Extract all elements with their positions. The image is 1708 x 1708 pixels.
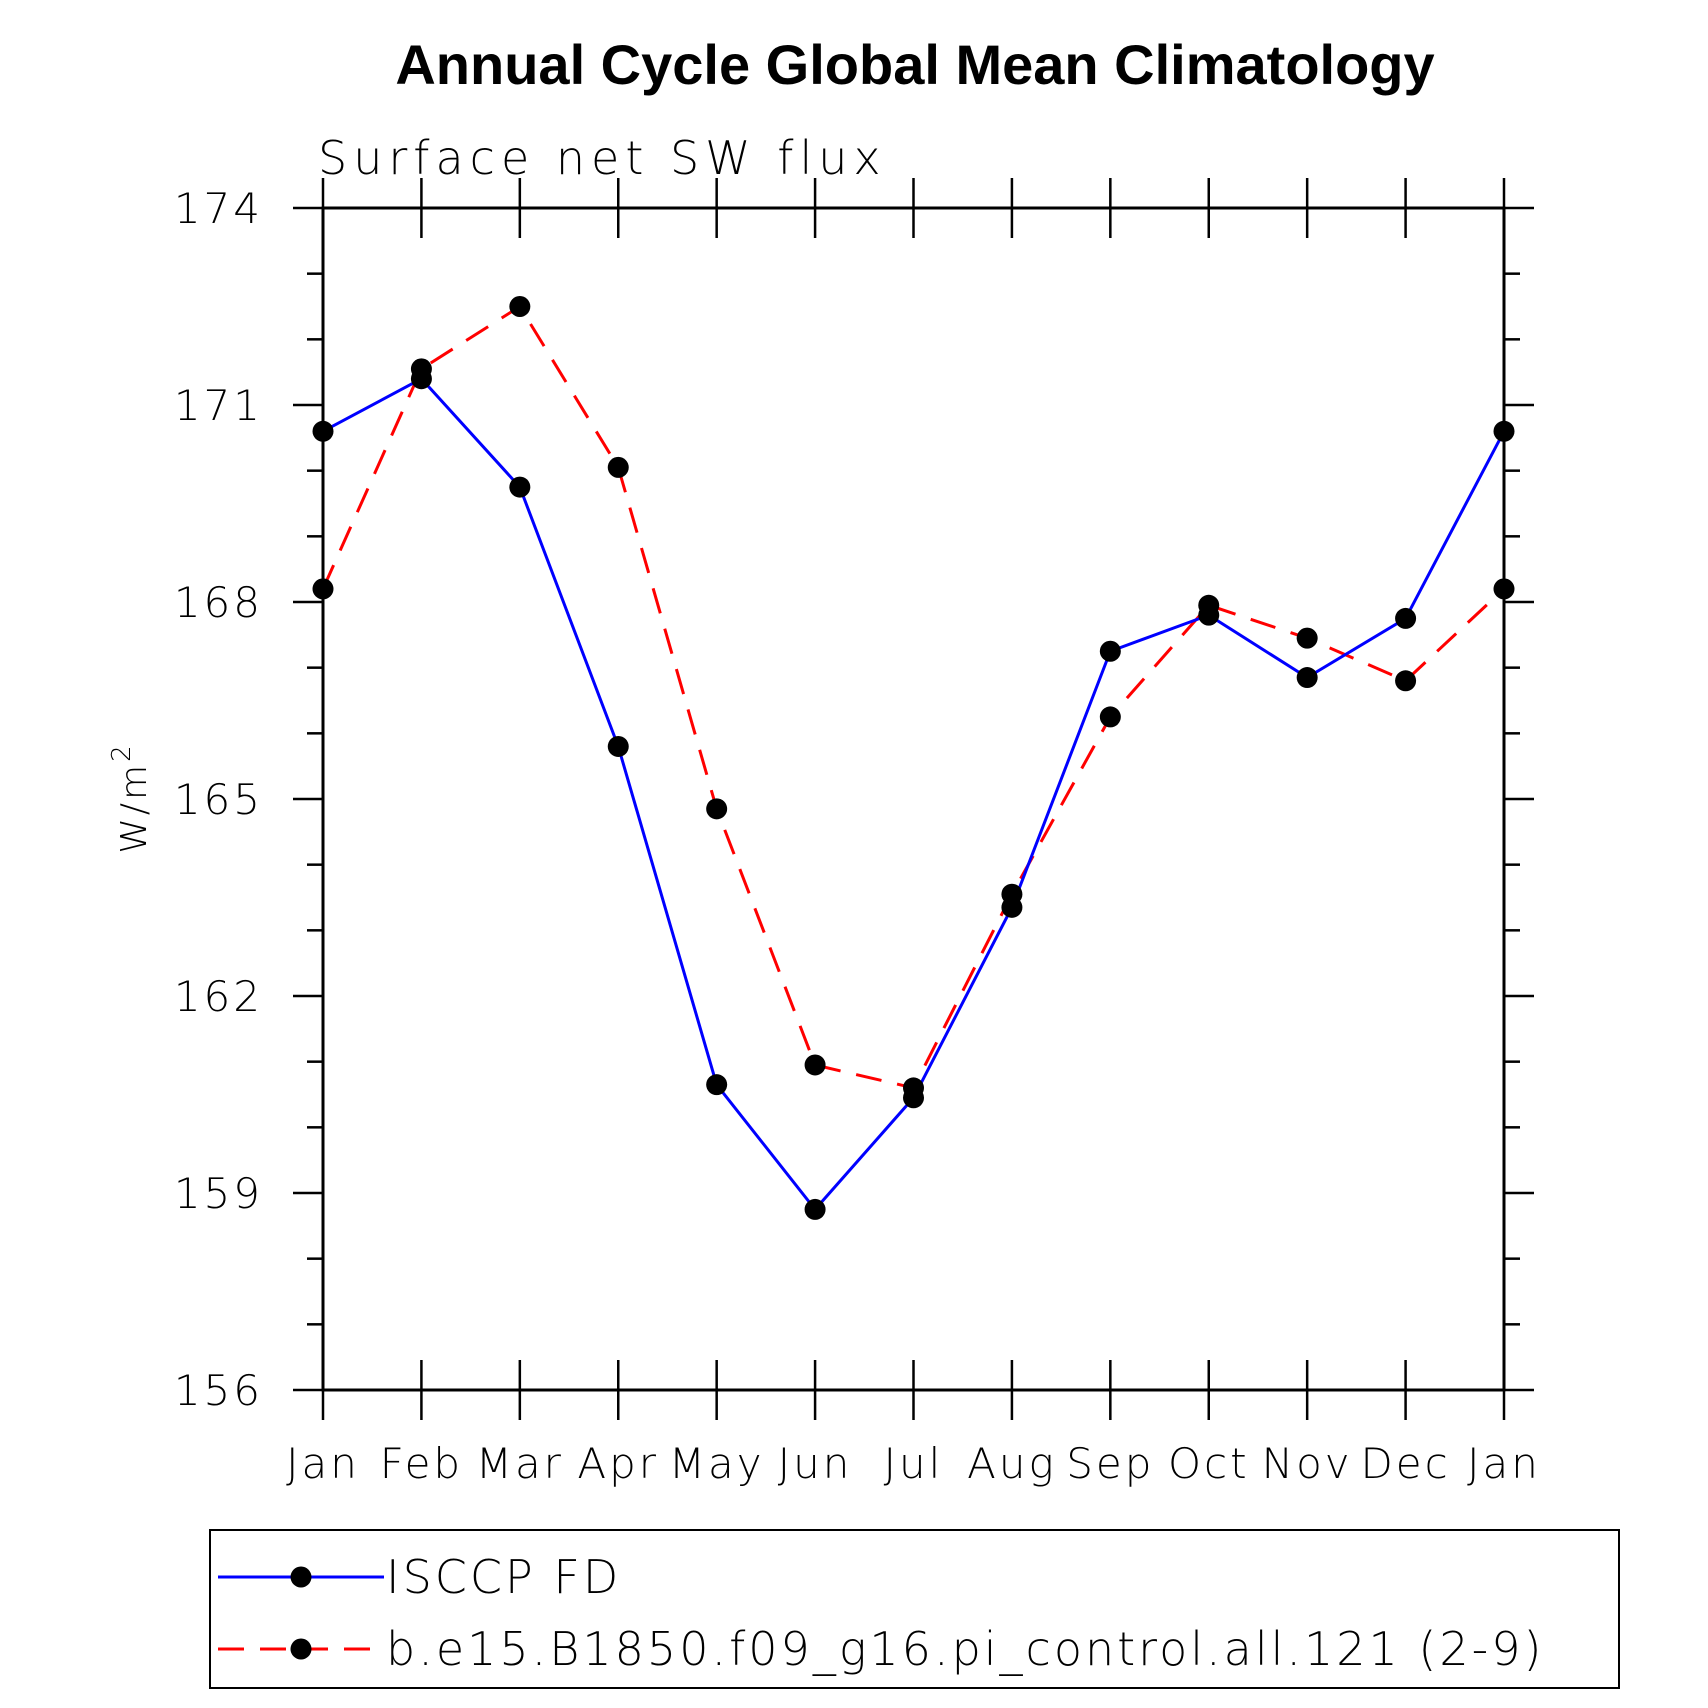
data-point — [509, 476, 531, 498]
data-point — [1493, 420, 1515, 442]
plot-axes: 156 159 162 165 168 171 174 Jan Feb Mar Apr May Jun J… — [174, 178, 1541, 1488]
y-tick-label: 165 — [174, 775, 263, 824]
data-point — [1296, 627, 1318, 649]
data-point — [804, 1054, 826, 1076]
chart-title: Annual Cycle Global Mean Climatology — [395, 33, 1434, 96]
data-point — [509, 296, 531, 317]
data-point — [1099, 706, 1121, 728]
legend-marker — [290, 1638, 312, 1660]
data-point — [312, 420, 334, 442]
y-axis-label: W/m2 — [107, 742, 155, 853]
legend-marker — [290, 1566, 312, 1588]
y-tick-label: 156 — [174, 1366, 263, 1415]
legend-box — [209, 1529, 1620, 1689]
data-point — [607, 456, 629, 478]
data-point — [312, 578, 334, 600]
x-tick-label: Feb — [380, 1439, 463, 1488]
data-point — [1296, 667, 1318, 689]
y-axis-label-text: W/m — [114, 762, 155, 854]
data-point — [1198, 594, 1220, 616]
data-point — [607, 735, 629, 757]
y-tick-label: 162 — [174, 972, 263, 1021]
y-tick-label: 171 — [174, 381, 263, 430]
x-tick-label: Apr — [577, 1439, 659, 1488]
data-point — [706, 798, 728, 820]
data-point — [903, 1077, 924, 1099]
x-tick-label: May — [669, 1439, 765, 1488]
data-point — [1001, 883, 1023, 905]
data-point — [1395, 607, 1417, 629]
x-tick-label: Dec — [1360, 1439, 1450, 1488]
data-point — [1493, 578, 1515, 600]
y-tick-label: 168 — [174, 578, 263, 627]
x-tick-label: Jan — [1467, 1439, 1541, 1488]
x-tick-label: Jan — [286, 1439, 360, 1488]
x-tick-label: Nov — [1262, 1439, 1353, 1488]
legend-label: b.e15.B1850.f09_g16.pi_control.all.121 (… — [386, 1622, 1544, 1676]
legend: ISCCP FD b.e15.B1850.f09_g16.pi_control.a… — [209, 1529, 1620, 1689]
series-line — [321, 304, 1506, 1090]
plot-frame — [321, 206, 1506, 1392]
x-tick-label: Aug — [967, 1439, 1057, 1488]
y-tick-label: 159 — [174, 1169, 263, 1218]
data-point — [706, 1074, 728, 1096]
data-point — [804, 1198, 826, 1220]
data-point — [1395, 670, 1417, 692]
series-layer — [312, 296, 1515, 1220]
x-tick-label: Jul — [884, 1439, 944, 1488]
x-tick-label: Mar — [476, 1439, 564, 1488]
legend-label: ISCCP FD — [386, 1550, 621, 1604]
chart-subtitle: Surface net SW flux — [318, 131, 887, 185]
x-tick-label: Sep — [1066, 1439, 1154, 1488]
data-point — [410, 358, 432, 380]
x-tick-label: Jun — [778, 1439, 853, 1488]
x-tick-label: Oct — [1168, 1439, 1250, 1488]
data-point — [1099, 640, 1121, 662]
y-axis-label-superscript: 2 — [107, 742, 137, 762]
y-tick-label: 174 — [174, 184, 263, 233]
